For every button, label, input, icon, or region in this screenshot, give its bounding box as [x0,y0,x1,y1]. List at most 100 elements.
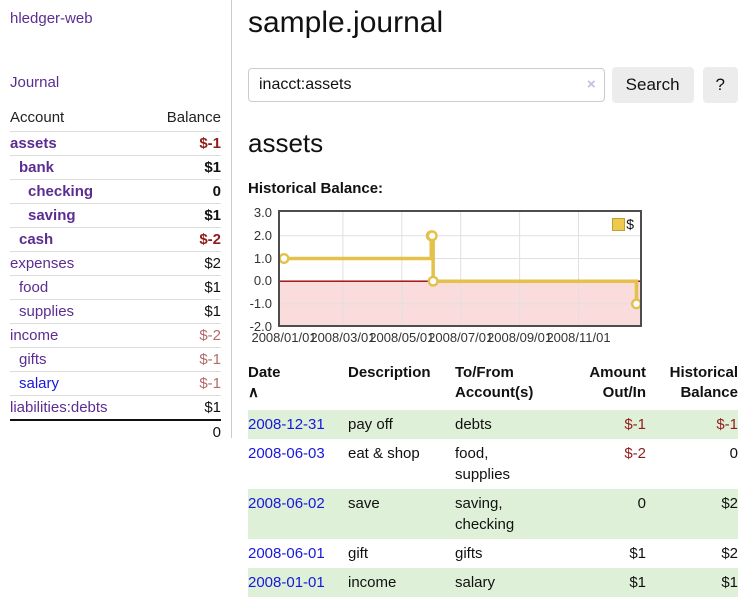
register-row: 2008-12-31pay offdebts$-1$-1 [248,410,738,439]
transaction-description: pay off [348,410,455,439]
account-balance: $-1 [146,132,221,156]
register-row: 2008-01-01incomesalary$1$1 [248,568,738,597]
search-button[interactable]: Search [612,67,694,103]
account-row: gifts $-1 [10,348,221,372]
register-header-accounts: To/From Account(s) [455,363,558,410]
account-balance: $1 [146,276,221,300]
register-header-balance: Historical Balance [646,363,738,410]
transaction-amount: 0 [558,489,646,539]
chart-x-axis-labels: 2008/01/012008/03/012008/05/012008/07/01… [278,330,642,346]
transaction-accounts: debts [455,410,558,439]
sidebar-account-expenses[interactable]: expenses [10,255,74,272]
transaction-accounts: salary [455,568,558,597]
register-header-amount: Amount Out/In [558,363,646,410]
account-row: bank $1 [10,156,221,180]
account-row: assets $-1 [10,132,221,156]
sidebar-account-bank[interactable]: bank [19,159,54,176]
sidebar-account-food[interactable]: food [19,279,48,296]
chart-legend: $ [612,216,634,232]
account-balance: 0 [146,180,221,204]
account-row: income $-2 [10,324,221,348]
account-row: checking 0 [10,180,221,204]
transaction-balance: $1 [646,568,738,597]
accounts-table-body: assets$-1bank$1checking0saving$1cash$-2e… [10,132,221,421]
transaction-amount: $-1 [558,410,646,439]
account-balance: $2 [146,252,221,276]
accounts-total-row: 0 [10,420,221,444]
account-balance: $1 [146,156,221,180]
legend-swatch-icon [612,218,625,231]
account-row: liabilities:debts $1 [10,396,221,421]
account-row: salary $-1 [10,372,221,396]
y-tick-label: 2.0 [242,228,272,243]
register-header-date[interactable]: Date ∧ [248,363,348,410]
sidebar-account-supplies[interactable]: supplies [19,303,74,320]
sidebar-account-gifts[interactable]: gifts [19,351,47,368]
transaction-date-link[interactable]: 2008-06-01 [248,545,325,562]
sidebar-account-saving[interactable]: saving [28,207,76,224]
account-row: expenses $2 [10,252,221,276]
sort-asc-icon: ∧ [248,383,348,403]
transaction-accounts: saving, checking [455,489,558,539]
register-row: 2008-06-03eat & shopfood, supplies$-20 [248,439,738,489]
y-tick-label: 3.0 [242,205,272,220]
main-content: sample.journal × Search ? assets Histori… [248,0,738,597]
transaction-date-link[interactable]: 2008-01-01 [248,574,325,591]
account-row: cash $-2 [10,228,221,252]
sidebar: hledger-web Journal Account Balance asse… [0,0,232,438]
transaction-date-link[interactable]: 2008-06-02 [248,495,325,512]
accounts-header-account: Account [10,106,146,132]
search-input[interactable] [248,68,605,102]
x-tick-label: 2008/11/01 [546,330,610,345]
account-balance: $1 [146,300,221,324]
chart-plot-area: $ [278,210,642,327]
account-balance: $-1 [146,348,221,372]
register-row: 2008-06-02savesaving, checking0$2 [248,489,738,539]
x-tick-label: 2008/07/01 [428,330,493,345]
transaction-description: gift [348,539,455,568]
transaction-balance: $2 [646,489,738,539]
x-tick-label: 2008/03/01 [310,330,375,345]
account-balance: $-1 [146,372,221,396]
transaction-amount: $1 [558,568,646,597]
transaction-description: eat & shop [348,439,455,489]
sidebar-item-journal[interactable]: Journal [10,74,221,91]
accounts-header-balance: Balance [146,106,221,132]
sidebar-account-assets[interactable]: assets [10,135,57,152]
app-title-link[interactable]: hledger-web [10,10,221,27]
transaction-amount: $-2 [558,439,646,489]
transaction-balance: $-1 [646,410,738,439]
account-row: saving $1 [10,204,221,228]
register-header-row: Date ∧ Description To/From Account(s) Am… [248,363,738,410]
transaction-balance: 0 [646,439,738,489]
account-balance: $-2 [146,228,221,252]
transaction-accounts: gifts [455,539,558,568]
x-tick-label: 2008/01/01 [251,330,316,345]
accounts-total-value: 0 [146,420,221,444]
register-header-description: Description [348,363,455,410]
account-balance: $1 [146,204,221,228]
chart-heading: Historical Balance: [248,180,738,197]
account-balance: $-2 [146,324,221,348]
y-tick-label: 1.0 [242,251,272,266]
register-row: 2008-06-01 giftgifts$1$2 [248,539,738,568]
sidebar-account-liabilities-debts[interactable]: liabilities:debts [10,399,108,416]
account-balance: $1 [146,396,221,421]
sidebar-account-checking[interactable]: checking [28,183,93,200]
help-button[interactable]: ? [703,67,738,103]
transaction-amount: $1 [558,539,646,568]
sidebar-account-income[interactable]: income [10,327,58,344]
clear-search-icon[interactable]: × [587,76,596,93]
page-title: sample.journal [248,6,738,40]
transaction-date-link[interactable]: 2008-12-31 [248,416,325,433]
account-row: supplies $1 [10,300,221,324]
transaction-description: income [348,568,455,597]
transaction-balance: $2 [646,539,738,568]
sidebar-account-salary[interactable]: salary [19,375,59,392]
account-heading: assets [248,128,738,159]
chart-canvas [280,212,640,325]
accounts-balance-table: Account Balance assets $-1 bank $1 checking 0… [10,106,221,444]
transaction-date-link[interactable]: 2008-06-03 [248,445,325,462]
y-tick-label: 0.0 [242,273,272,288]
sidebar-account-cash[interactable]: cash [19,231,53,248]
